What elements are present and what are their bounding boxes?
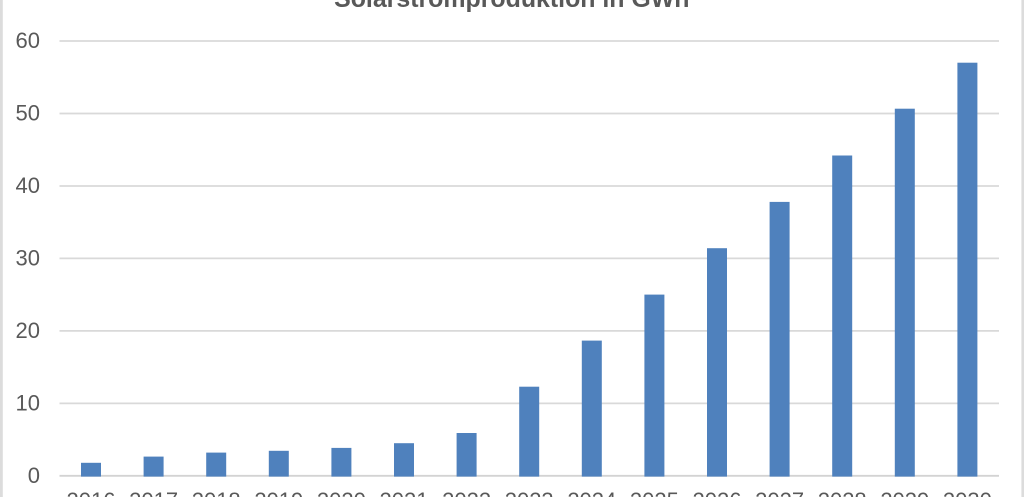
svg-text:50: 50 (16, 101, 40, 126)
svg-text:2022: 2022 (442, 488, 491, 497)
svg-text:60: 60 (16, 28, 40, 53)
svg-text:40: 40 (16, 173, 40, 198)
svg-text:0: 0 (28, 463, 40, 488)
svg-text:2016: 2016 (67, 488, 116, 497)
svg-text:Solarstromproduktion in GWh: Solarstromproduktion in GWh (334, 0, 689, 13)
svg-text:2023: 2023 (505, 488, 554, 497)
svg-text:2029: 2029 (880, 488, 929, 497)
svg-text:2027: 2027 (755, 488, 804, 497)
svg-text:2017: 2017 (129, 488, 178, 497)
svg-text:2028: 2028 (818, 488, 867, 497)
svg-text:2026: 2026 (693, 488, 742, 497)
svg-text:20: 20 (16, 318, 40, 343)
svg-text:2024: 2024 (567, 488, 616, 497)
svg-text:2020: 2020 (317, 488, 366, 497)
svg-text:2030: 2030 (943, 488, 992, 497)
svg-text:2021: 2021 (380, 488, 429, 497)
svg-text:10: 10 (16, 390, 40, 415)
svg-text:30: 30 (16, 245, 40, 270)
svg-text:2018: 2018 (192, 488, 241, 497)
svg-text:2019: 2019 (254, 488, 303, 497)
svg-text:2025: 2025 (630, 488, 679, 497)
